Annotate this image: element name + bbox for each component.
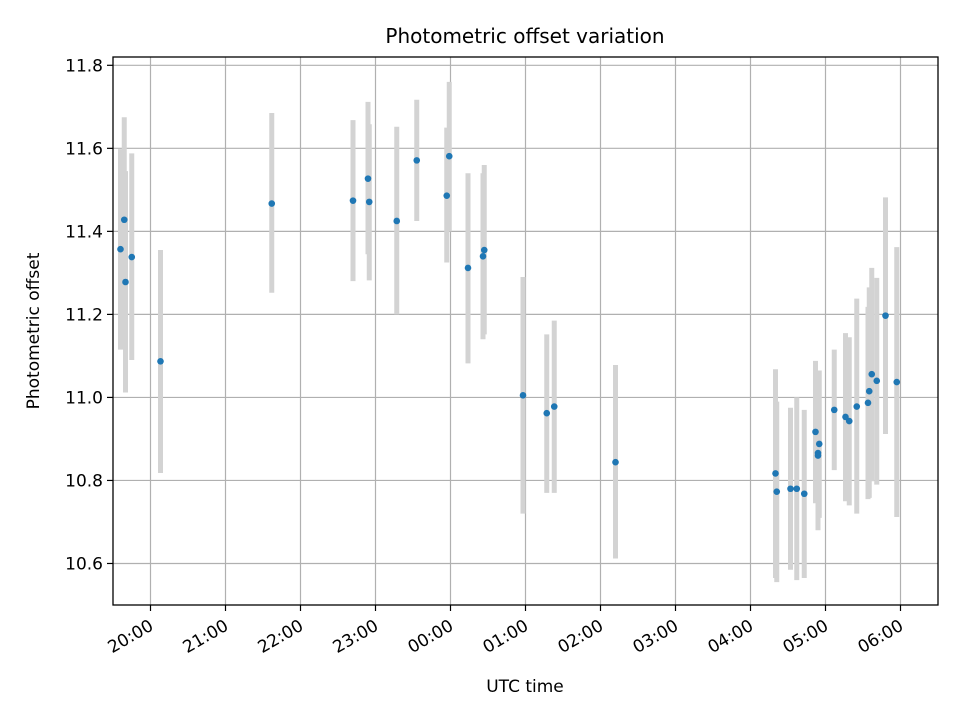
y-axis-title: Photometric offset — [24, 252, 44, 409]
y-tick-label: 10.6 — [65, 554, 103, 574]
data-point — [793, 485, 801, 493]
data-point — [865, 387, 873, 395]
y-tick-label: 11.4 — [65, 222, 103, 242]
data-point — [812, 428, 819, 436]
data-point — [349, 197, 357, 204]
y-tick-label: 10.8 — [65, 471, 103, 491]
data-point — [519, 392, 527, 399]
y-tick-label: 11.0 — [65, 388, 103, 408]
data-point — [853, 403, 861, 410]
data-point — [464, 264, 472, 272]
data-point — [543, 409, 551, 417]
data-point — [882, 312, 889, 319]
data-point — [120, 216, 128, 224]
data-point — [864, 399, 872, 407]
data-point — [443, 192, 451, 199]
data-point — [268, 200, 276, 207]
data-point — [873, 377, 881, 385]
data-point — [772, 470, 779, 477]
chart-title: Photometric offset variation — [385, 24, 664, 48]
y-tick-label: 11.2 — [65, 305, 103, 325]
data-point — [117, 245, 124, 253]
data-point — [393, 217, 401, 225]
data-point — [365, 198, 373, 206]
data-point — [845, 417, 853, 425]
data-points — [117, 152, 901, 498]
data-point — [122, 278, 129, 286]
data-point — [445, 152, 453, 160]
data-point — [800, 490, 808, 498]
data-point — [413, 157, 421, 164]
data-point — [787, 485, 794, 493]
data-point — [157, 358, 164, 365]
data-point — [868, 370, 876, 378]
data-point — [773, 488, 781, 495]
data-point — [550, 403, 558, 410]
data-point — [815, 440, 823, 448]
data-point — [830, 406, 838, 414]
x-axis-title: UTC time — [486, 677, 564, 697]
y-tick-label: 11.6 — [65, 139, 103, 159]
data-point — [128, 253, 136, 261]
data-point — [364, 175, 372, 182]
y-axis-ticks: 10.6 10.8 11.0 11.2 11.4 11.6 11.8 — [65, 56, 113, 574]
data-point — [612, 458, 619, 466]
data-point — [479, 252, 487, 260]
data-point — [814, 452, 822, 459]
data-point — [480, 246, 488, 254]
y-tick-label: 11.8 — [65, 56, 103, 76]
data-point — [893, 378, 901, 386]
